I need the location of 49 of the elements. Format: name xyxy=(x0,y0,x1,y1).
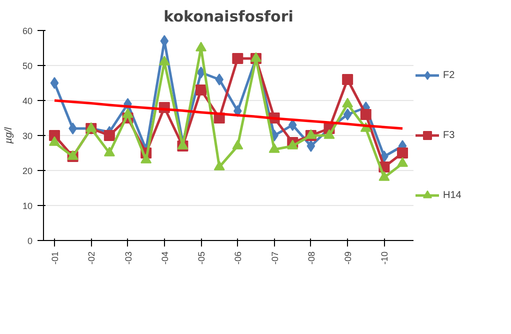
point xyxy=(343,108,352,120)
point xyxy=(158,56,170,66)
point xyxy=(268,143,280,153)
point xyxy=(306,140,316,152)
point xyxy=(196,84,207,96)
y-tick-label: 40 xyxy=(22,96,33,106)
point xyxy=(214,160,225,170)
point xyxy=(196,66,206,78)
x-tick-label: -04 xyxy=(160,251,170,265)
point xyxy=(140,154,152,164)
point xyxy=(196,42,207,52)
x-tick-label: -10 xyxy=(380,251,390,265)
point xyxy=(342,74,354,85)
point xyxy=(397,148,408,158)
point xyxy=(104,130,115,141)
y-tick-label: 0 xyxy=(27,236,33,246)
x-tick-label: -03 xyxy=(123,251,134,265)
point xyxy=(397,157,408,167)
x-tick-label: -06 xyxy=(233,251,244,265)
point xyxy=(324,129,335,139)
x-tick-label: -02 xyxy=(86,251,97,265)
point xyxy=(287,140,298,150)
point xyxy=(232,140,244,150)
y-tick-label: 30 xyxy=(22,131,33,141)
x-tick-label: -01 xyxy=(50,251,60,265)
point xyxy=(104,146,115,156)
y-tick-label: 50 xyxy=(22,61,33,71)
point xyxy=(215,74,224,86)
point xyxy=(378,171,390,181)
y-tick-label: 10 xyxy=(22,201,33,211)
point xyxy=(48,136,60,146)
point xyxy=(232,53,244,64)
x-tick-label: -08 xyxy=(306,251,316,265)
point xyxy=(122,108,134,118)
point xyxy=(288,119,297,131)
point xyxy=(360,109,372,120)
point xyxy=(68,122,77,134)
point xyxy=(342,98,354,108)
y-tick-label: 20 xyxy=(22,166,33,176)
chart-title: kokonaisfosfori xyxy=(164,8,294,26)
legend-label: F3 xyxy=(443,130,456,140)
y-tick-label: 60 xyxy=(22,26,33,36)
point xyxy=(50,77,59,89)
x-tick-label: -05 xyxy=(196,251,207,265)
legend-label: H14 xyxy=(443,190,462,200)
x-tick-label: -07 xyxy=(270,251,280,265)
x-tick-label: -09 xyxy=(343,251,354,265)
legend-label: F2 xyxy=(443,70,456,80)
y-axis-title: µg/l xyxy=(3,126,14,144)
